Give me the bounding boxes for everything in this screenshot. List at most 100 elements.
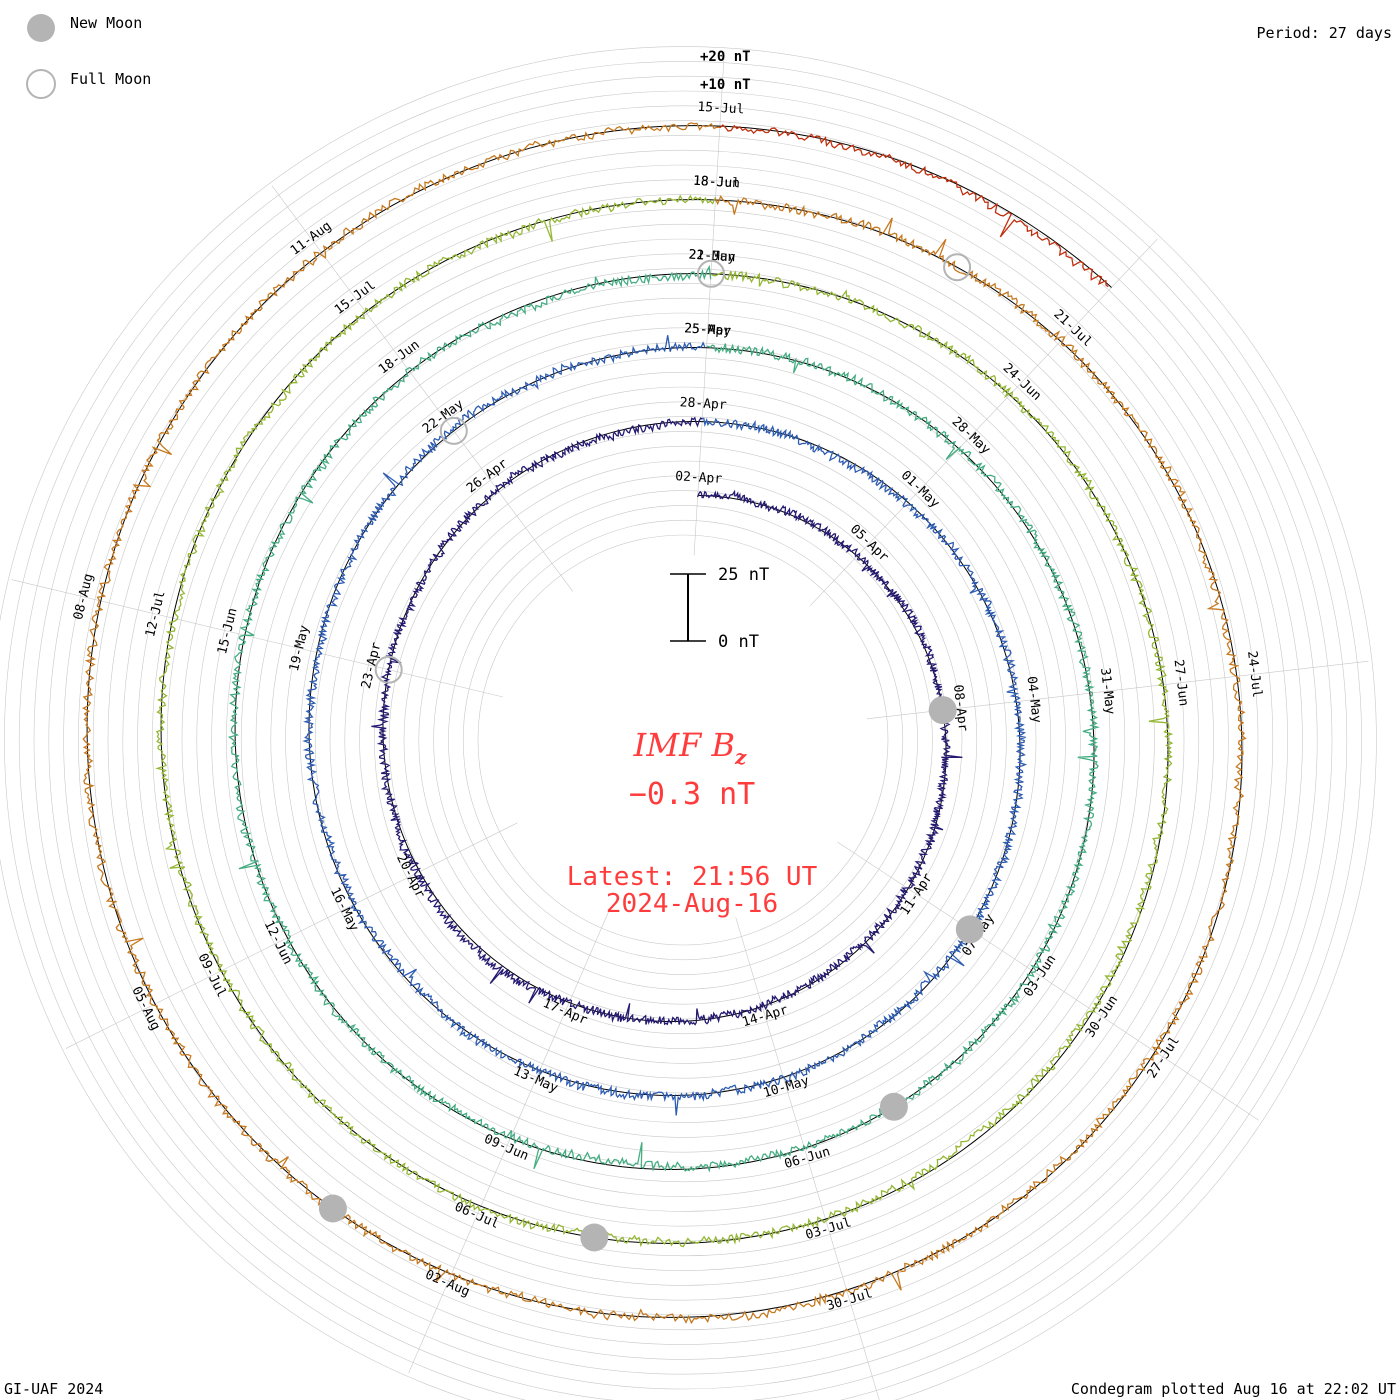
- grid-ring: [181, 238, 1185, 1242]
- grid-ring: [477, 534, 889, 946]
- grid-ring: [63, 120, 1303, 1360]
- date-tick-label: 19-May: [287, 624, 313, 673]
- date-tick-label: 05-Apr: [847, 522, 892, 565]
- grid-ring: [107, 164, 1259, 1316]
- center-title: IMF Bz: [633, 726, 747, 769]
- full-moon-marker: [697, 259, 725, 288]
- grid-spoke: [735, 917, 880, 1400]
- date-tick-label: 30-Jun: [1083, 993, 1121, 1040]
- grid-ring: [329, 386, 1037, 1094]
- new-moon-marker: [955, 915, 984, 944]
- center-title-main: IMF B: [633, 726, 735, 764]
- full-moon-marker: [439, 416, 468, 445]
- grid-ring: [152, 209, 1214, 1271]
- footer-credit: GI-UAF 2024: [4, 1380, 103, 1398]
- grid-ring: [196, 253, 1170, 1227]
- date-tick-label: 24-Jul: [1244, 650, 1264, 698]
- date-tick-label: 21-Jun: [688, 248, 736, 266]
- grid-ring: [403, 460, 963, 1020]
- full-moon-marker: [943, 253, 972, 282]
- grid-ring: [4, 61, 1362, 1400]
- grid-spoke: [837, 841, 1259, 1121]
- date-tick-label: 25-May: [684, 321, 732, 339]
- grid-ring: [137, 194, 1229, 1286]
- date-tick-label: 15-Jun: [215, 607, 240, 656]
- grid-ring: [78, 135, 1288, 1345]
- date-tick-label: 25-Apr: [684, 321, 732, 339]
- date-tick-label: 18-Jun: [693, 174, 741, 192]
- grid-spoke: [11, 579, 504, 698]
- date-tick-label: 04-May: [1024, 676, 1044, 725]
- grid-ring: [166, 223, 1200, 1257]
- legend-new-moon-label: New Moon: [70, 14, 142, 32]
- date-tick-label: 18-Jul: [693, 174, 741, 192]
- data-layer: [81, 122, 1247, 1325]
- grid-ring: [388, 445, 978, 1035]
- new-moon-marker: [928, 696, 957, 725]
- center-value: −0.3 nT: [629, 777, 755, 812]
- grid-ring: [462, 519, 904, 961]
- moon-layer: [318, 253, 984, 1252]
- grid-spoke: [809, 238, 1158, 606]
- date-tick-label: 28-Apr: [679, 395, 727, 413]
- grid-spoke: [65, 822, 518, 1049]
- footer-plotted: Condegram plotted Aug 16 at 22:02 UT: [1071, 1380, 1396, 1398]
- period-label: Period: 27 days: [1257, 24, 1392, 42]
- center-title-subscript: z: [734, 745, 747, 769]
- grid-ring: [270, 327, 1096, 1153]
- new-moon-marker: [318, 1194, 347, 1223]
- new-moon-marker: [580, 1223, 609, 1252]
- grid-ring: [211, 268, 1155, 1212]
- bz-trace-series: [302, 335, 1028, 1116]
- grid-spoke: [271, 185, 574, 592]
- scale-label-outer: +20 nT: [700, 49, 751, 65]
- bz-trace-series: [719, 124, 1109, 288]
- full-moon-icon: [26, 69, 56, 99]
- grid-spoke: [408, 909, 610, 1374]
- grid-ring: [226, 283, 1140, 1197]
- legend-full-moon-label: Full Moon: [70, 70, 151, 88]
- date-tick-label: 22-May: [688, 248, 736, 266]
- latest-date: 2024-Aug-16: [606, 889, 778, 919]
- date-tick-label: 08-Apr: [950, 684, 970, 733]
- grid-spoke: [693, 51, 725, 556]
- grid-ring: [314, 371, 1052, 1109]
- grid-ring: [448, 505, 918, 975]
- bz-trace-series: [227, 264, 1101, 1173]
- grid-ring: [0, 46, 1377, 1400]
- date-tick-label: 24-Jun: [1000, 361, 1044, 404]
- grid-ring: [300, 357, 1066, 1123]
- grid-ring: [285, 342, 1081, 1138]
- grid-ring: [374, 431, 992, 1049]
- date-tick-label: 31-May: [1097, 667, 1117, 716]
- center-readout: IMF Bz −0.3 nT Latest: 21:56 UT 2024-Aug…: [567, 726, 818, 919]
- new-moon-icon: [27, 14, 55, 42]
- legend: New Moon Full Moon: [26, 14, 151, 99]
- new-moon-marker: [879, 1092, 908, 1121]
- latest-time: Latest: 21:56 UT: [567, 862, 818, 892]
- bz-trace-series: [81, 122, 1247, 1325]
- bz-trace-series: [371, 416, 963, 1026]
- bz-trace-series: [155, 194, 1174, 1248]
- date-tick-label: 12-Jul: [143, 589, 168, 638]
- grid-ring: [92, 149, 1274, 1331]
- label-layer: 02-Apr05-Apr08-Apr11-Apr14-Apr17-Apr20-A…: [71, 100, 1264, 1314]
- date-tick-label: 02-Apr: [675, 469, 723, 487]
- grid-ring: [359, 416, 1007, 1064]
- scale-label-inner: +10 nT: [700, 77, 751, 93]
- full-moon-marker: [374, 655, 403, 684]
- date-tick-label: 01-May: [898, 468, 943, 511]
- date-tick-label: 27-Jul: [1145, 1034, 1183, 1081]
- grid-ring: [19, 76, 1347, 1400]
- grid-ring: [33, 90, 1333, 1390]
- grid-ring: [48, 105, 1318, 1375]
- date-tick-label: 15-Jul: [697, 100, 745, 118]
- date-tick-label: 27-Jun: [1171, 659, 1191, 707]
- grid-ring: [240, 297, 1126, 1183]
- grid-ring: [433, 490, 933, 990]
- date-tick-label: 08-Aug: [71, 572, 96, 621]
- scale-bar-bottom-label: 0 nT: [718, 632, 759, 652]
- scale-bar: 25 nT 0 nT: [670, 565, 769, 652]
- date-tick-label: 23-Apr: [359, 641, 385, 690]
